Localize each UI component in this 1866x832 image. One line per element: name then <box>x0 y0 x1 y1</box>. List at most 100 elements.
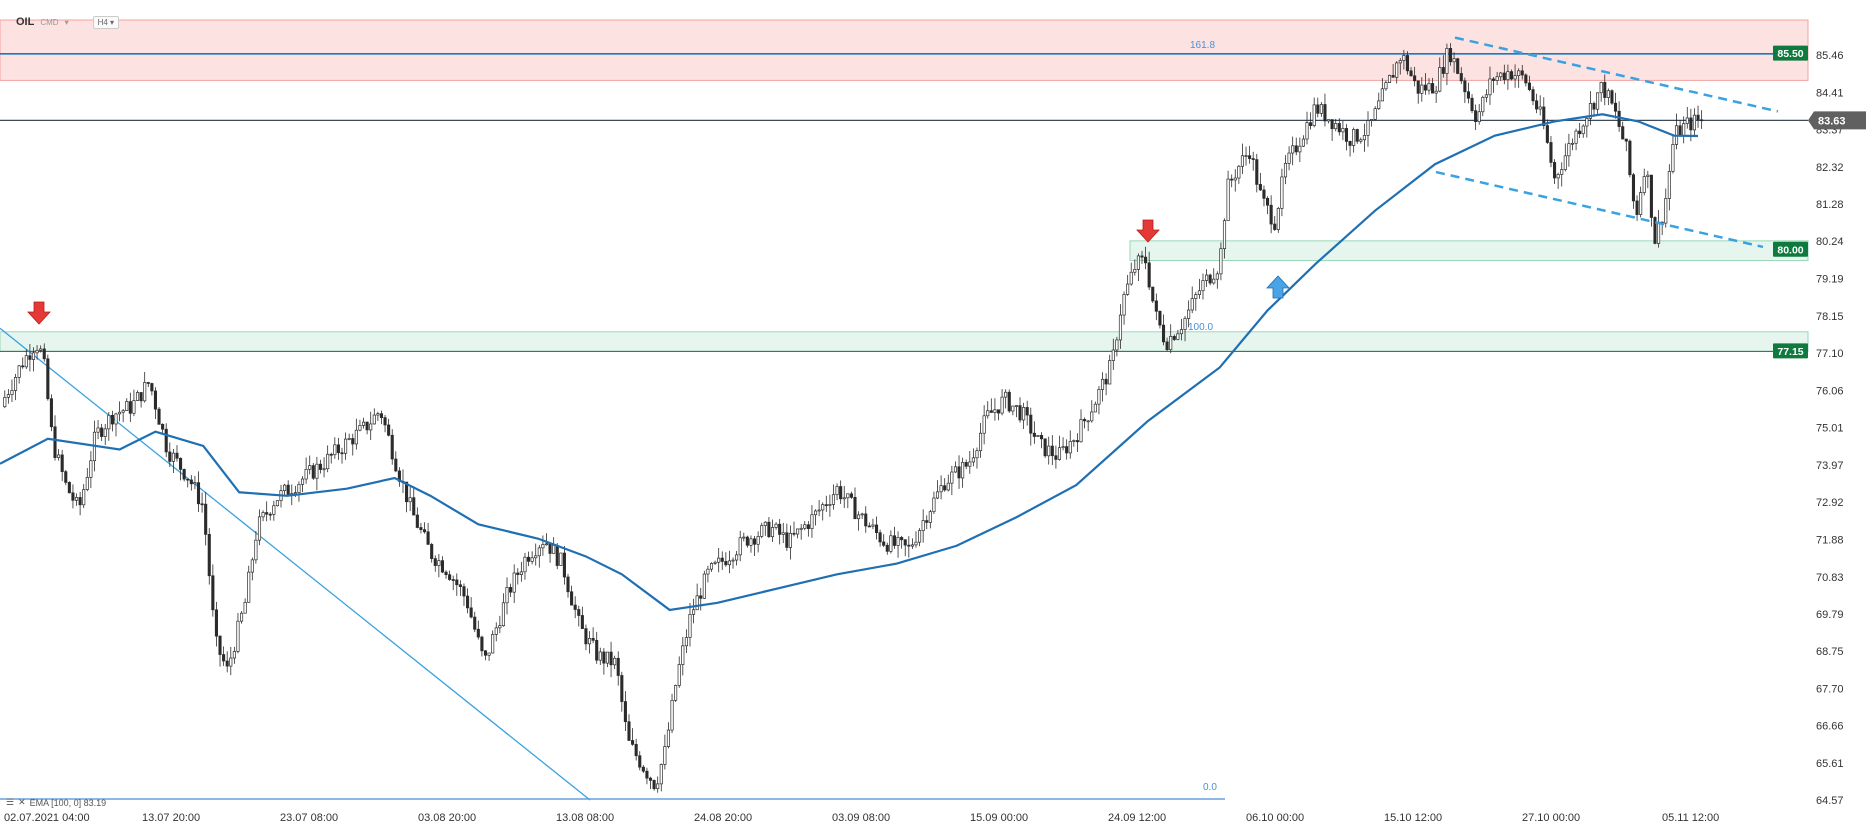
candle <box>674 684 678 702</box>
candle <box>1126 274 1130 296</box>
candle <box>1377 92 1381 110</box>
candle <box>283 483 287 496</box>
candle-body <box>993 409 997 413</box>
candle-body <box>785 532 789 548</box>
candle-body <box>146 382 150 384</box>
candle-body <box>110 414 114 425</box>
candle <box>1262 185 1266 207</box>
y-tick-label: 66.66 <box>1816 720 1844 732</box>
x-tick-label: 03.08 20:00 <box>418 812 476 824</box>
candle <box>910 538 914 549</box>
candle <box>458 580 462 596</box>
candle-body <box>171 452 175 462</box>
candle <box>318 459 323 474</box>
candle <box>236 612 240 654</box>
candle-body <box>182 469 186 480</box>
candle <box>609 641 613 678</box>
candle <box>799 524 803 540</box>
candle-body <box>570 591 574 606</box>
candle-body <box>1624 138 1628 142</box>
candle <box>229 646 233 676</box>
candle <box>419 522 423 534</box>
candle-body <box>207 534 211 577</box>
candle-body <box>627 721 631 741</box>
candle-body <box>720 557 724 562</box>
candle-body <box>813 510 818 516</box>
y-tick-label: 67.70 <box>1816 683 1844 695</box>
candle <box>785 523 789 551</box>
candle <box>709 562 714 572</box>
candle <box>602 648 606 675</box>
candle-body <box>857 514 861 520</box>
candle <box>6 389 10 404</box>
candle <box>1370 119 1374 127</box>
candle-body <box>1283 162 1288 178</box>
candle-body <box>412 497 416 516</box>
candle <box>1212 268 1216 285</box>
candle-body <box>1348 141 1352 146</box>
candle-body <box>1459 73 1463 82</box>
candle-body <box>1309 122 1313 126</box>
candle-body <box>1667 171 1671 199</box>
candle-body <box>1653 217 1657 244</box>
candle-body <box>1115 339 1119 351</box>
symbol-label[interactable]: OIL <box>16 16 35 28</box>
ema-line <box>0 113 1699 612</box>
candle <box>157 407 161 425</box>
candle-body <box>616 657 620 676</box>
candle <box>645 767 649 785</box>
candle-body <box>745 536 749 546</box>
candle <box>1524 73 1528 87</box>
y-tick-label: 76.06 <box>1816 385 1844 397</box>
candle <box>742 532 746 542</box>
candle-body <box>595 639 599 661</box>
candle <box>1201 273 1205 300</box>
candle-body <box>584 628 588 645</box>
candle <box>677 656 681 688</box>
candle <box>1326 119 1331 124</box>
candle-body <box>670 699 674 731</box>
candle <box>1233 169 1237 192</box>
candle-body <box>713 561 717 564</box>
candle <box>828 494 832 517</box>
candle <box>1348 140 1352 157</box>
candle-body <box>753 538 757 545</box>
candle <box>537 544 541 568</box>
candle-body <box>222 654 226 662</box>
candle <box>1570 138 1575 151</box>
candle-body <box>652 780 656 789</box>
candle-body <box>1631 174 1636 202</box>
candle-body <box>1061 446 1065 449</box>
candle <box>480 635 484 657</box>
menu-icon[interactable]: ☰ <box>6 797 15 807</box>
candle <box>1678 120 1682 137</box>
candle-body <box>1657 221 1661 244</box>
candle <box>387 418 391 437</box>
candle <box>925 515 929 530</box>
candle-body <box>971 457 975 463</box>
candle-body <box>1621 126 1625 140</box>
candle <box>882 534 886 548</box>
candle-body <box>516 572 520 575</box>
candle-body <box>1556 174 1560 179</box>
candle <box>788 525 792 560</box>
candle <box>340 447 344 464</box>
candle-body <box>1294 145 1298 153</box>
candle-body <box>1438 67 1442 92</box>
candle-body <box>49 398 53 428</box>
candle <box>326 445 330 473</box>
candle <box>1527 75 1531 92</box>
candle-body <box>42 348 46 360</box>
candle-body <box>566 576 570 593</box>
candle <box>1194 291 1198 311</box>
candle <box>1642 168 1646 196</box>
close-icon[interactable]: ✕ <box>18 797 26 807</box>
candle-body <box>1463 80 1467 93</box>
candle <box>204 492 208 546</box>
candle <box>1402 49 1406 70</box>
candle <box>1280 168 1284 217</box>
candle-body <box>132 400 136 414</box>
timeframe-selector[interactable]: H4 ▾ <box>92 15 120 29</box>
chevron-down-icon[interactable]: ▾ <box>64 17 69 27</box>
